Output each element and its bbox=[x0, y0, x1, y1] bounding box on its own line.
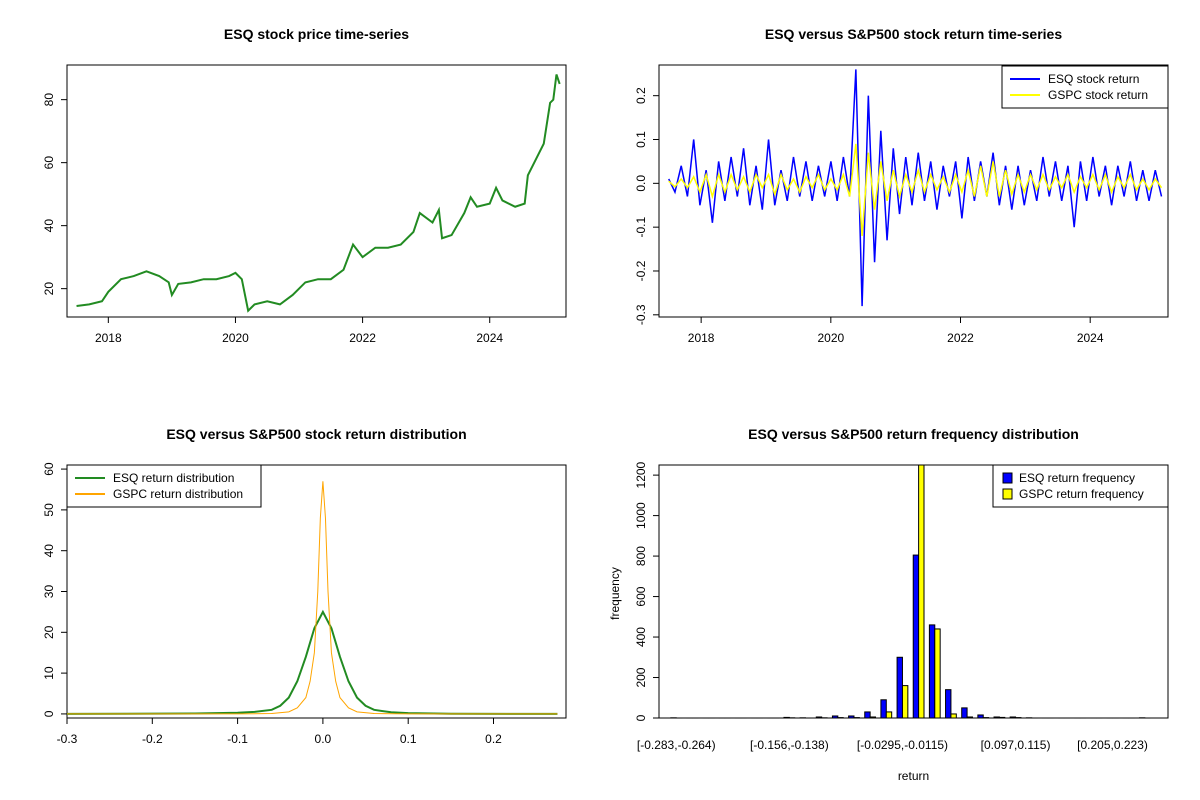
y-tick-label: 10 bbox=[42, 666, 56, 680]
y-tick-label: 80 bbox=[42, 93, 56, 107]
density-line-1 bbox=[67, 481, 558, 715]
price-line bbox=[76, 74, 561, 313]
legend-label: ESQ return distribution bbox=[113, 471, 234, 485]
x-tick-label: [-0.0295,-0.0115) bbox=[857, 738, 948, 752]
plot-frame bbox=[66, 64, 567, 318]
histogram-bar bbox=[880, 699, 887, 719]
x-tick-label: 2018 bbox=[95, 331, 122, 345]
x-tick-label: [0.205,0.223) bbox=[1077, 738, 1148, 752]
x-tick-label: 2024 bbox=[476, 331, 503, 345]
legend-label: ESQ stock return bbox=[1048, 72, 1139, 86]
histogram-chart: ESQ versus S&P500 return frequency distr… bbox=[608, 426, 1169, 783]
histogram-bar bbox=[928, 624, 936, 719]
histogram-bar bbox=[901, 685, 909, 719]
price-chart: ESQ stock price time-series 2018 2020 2022 2… bbox=[42, 26, 567, 345]
chart-title: ESQ versus S&P500 stock return time-seri… bbox=[765, 26, 1062, 42]
histogram-bar bbox=[869, 716, 877, 719]
histogram-bar bbox=[815, 716, 823, 719]
chart-title: ESQ versus S&P500 stock return distribut… bbox=[166, 426, 466, 442]
y-axis-label: frequency bbox=[608, 567, 622, 620]
legend-label: ESQ return frequency bbox=[1019, 471, 1135, 485]
legend bbox=[992, 464, 1169, 508]
legend-swatch bbox=[1002, 472, 1013, 484]
histogram-bar bbox=[848, 715, 855, 719]
histogram-bar bbox=[864, 711, 871, 719]
x-tick-label: 2022 bbox=[349, 331, 376, 345]
chart-title: ESQ versus S&P500 return frequency distr… bbox=[748, 426, 1079, 442]
legend bbox=[66, 464, 262, 508]
y-tick-label: 60 bbox=[42, 462, 56, 476]
x-tick-label: 0.2 bbox=[485, 732, 502, 746]
x-tick-label: -0.2 bbox=[142, 732, 163, 746]
legend-swatch bbox=[1002, 488, 1013, 500]
y-tick-label: 0 bbox=[42, 710, 56, 717]
histogram-bar bbox=[961, 707, 968, 719]
y-tick-label: 40 bbox=[42, 544, 56, 558]
x-tick-label: [-0.156,-0.138) bbox=[750, 738, 829, 752]
x-tick-label: [-0.283,-0.264) bbox=[637, 738, 716, 752]
legend-label: GSPC return distribution bbox=[113, 487, 243, 501]
histogram-bar bbox=[783, 716, 790, 719]
y-tick-label: 50 bbox=[42, 503, 56, 517]
chart-title: ESQ stock price time-series bbox=[224, 26, 409, 42]
histogram-bar bbox=[918, 464, 925, 719]
histogram-bar bbox=[912, 554, 920, 719]
y-tick-label: 40 bbox=[42, 219, 56, 233]
return-line-1 bbox=[668, 143, 1163, 236]
histogram-bar bbox=[896, 656, 903, 719]
y-tick-label: 1000 bbox=[634, 502, 648, 529]
y-tick-label: 0.0 bbox=[634, 175, 648, 192]
density-line-0 bbox=[66, 609, 558, 715]
y-tick-label: 200 bbox=[634, 667, 648, 687]
y-tick-label: -0.2 bbox=[634, 260, 648, 281]
y-tick-label: -0.1 bbox=[634, 216, 648, 237]
legend-label: GSPC return frequency bbox=[1019, 487, 1144, 501]
y-tick-label: 30 bbox=[42, 585, 56, 599]
y-tick-label: 20 bbox=[42, 625, 56, 639]
x-tick-label: [0.097,0.115) bbox=[981, 738, 1051, 752]
x-tick-label: 2020 bbox=[222, 331, 249, 345]
y-tick-label: 0.2 bbox=[634, 87, 648, 104]
histogram-bar bbox=[998, 716, 1006, 719]
histogram-bar bbox=[977, 714, 984, 719]
y-tick-label: 600 bbox=[634, 586, 648, 606]
x-tick-label: -0.1 bbox=[227, 732, 248, 746]
legend bbox=[1001, 65, 1169, 109]
x-tick-label: 0.0 bbox=[315, 732, 332, 746]
histogram-bar bbox=[966, 716, 973, 719]
histogram-bar bbox=[831, 715, 839, 719]
x-axis-label: return bbox=[898, 769, 929, 783]
x-tick-label: 2018 bbox=[688, 331, 715, 345]
y-tick-label: 60 bbox=[42, 156, 56, 170]
y-tick-label: 0 bbox=[634, 714, 648, 721]
x-tick-label: 2022 bbox=[947, 331, 974, 345]
y-tick-label: 1200 bbox=[634, 461, 648, 488]
plot-frame bbox=[658, 64, 1169, 318]
histogram-bar bbox=[934, 628, 941, 719]
x-tick-label: 0.1 bbox=[400, 732, 417, 746]
legend-label: GSPC stock return bbox=[1048, 88, 1148, 102]
histogram-bar bbox=[945, 689, 952, 719]
y-tick-label: 20 bbox=[42, 282, 56, 296]
y-tick-label: 800 bbox=[634, 546, 648, 566]
histogram-bar bbox=[1009, 716, 1017, 719]
x-tick-label: 2020 bbox=[817, 331, 844, 345]
y-tick-label: 0.1 bbox=[634, 131, 648, 148]
density-chart: ESQ versus S&P500 stock return distribut… bbox=[42, 426, 567, 746]
y-tick-label: 400 bbox=[634, 627, 648, 647]
y-tick-label: -0.3 bbox=[634, 304, 648, 325]
histogram-bar bbox=[950, 713, 957, 719]
x-tick-label: -0.3 bbox=[57, 732, 78, 746]
x-tick-label: 2024 bbox=[1077, 331, 1104, 345]
histogram-bar bbox=[885, 711, 893, 719]
histogram-bar bbox=[993, 716, 1000, 719]
return-timeseries-chart: ESQ versus S&P500 stock return time-seri… bbox=[634, 26, 1169, 345]
